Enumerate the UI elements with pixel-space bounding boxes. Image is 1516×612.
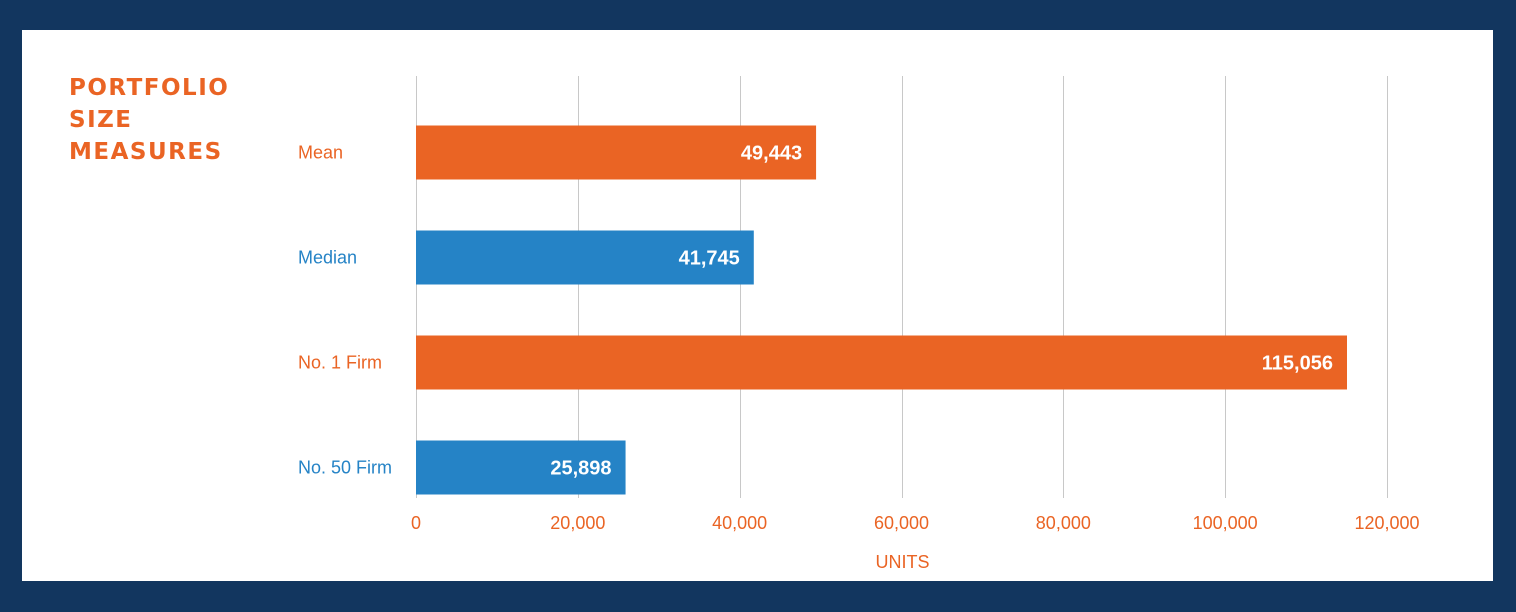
bar-value-label: 115,056 [1262,353,1333,375]
bar [416,125,817,180]
category-label: No. 50 Firm [298,458,392,478]
x-tick-label: 60,000 [874,513,929,533]
category-label: Median [298,248,357,268]
bar-chart: 0 20,000 40,000 60,000 80,000 100,000 120,000 U… [298,76,1420,572]
x-axis-label: UNITS [876,552,930,572]
chart-title-line: SIZE [69,107,133,133]
chart-title-line: MEASURES [69,139,223,165]
x-tick-label: 100,000 [1193,513,1258,533]
chart-title: PORTFOLIO SIZE MEASURES [69,72,269,168]
x-tick-label: 20,000 [550,513,605,533]
x-tick-label: 120,000 [1354,513,1419,533]
category-label: Mean [298,143,343,163]
category-label: No. 1 Firm [298,353,382,373]
bar-value-label: 49,443 [741,143,802,165]
bar-value-label: 41,745 [679,248,740,270]
bar [416,440,626,495]
chart-title-line: PORTFOLIO [69,75,230,101]
bar [416,230,754,285]
chart-panel: PORTFOLIO SIZE MEASURES 0 20,000 40,000 60,… [22,30,1493,581]
bar-value-label: 25,898 [550,458,611,480]
bar [416,335,1347,390]
x-tick-label: 40,000 [712,513,767,533]
x-tick-label: 80,000 [1036,513,1091,533]
x-tick-label: 0 [411,513,421,533]
